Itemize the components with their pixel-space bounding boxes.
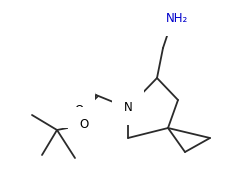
Text: O: O bbox=[74, 103, 84, 117]
Text: N: N bbox=[124, 100, 132, 114]
Text: NH₂: NH₂ bbox=[166, 11, 188, 24]
Text: O: O bbox=[79, 119, 89, 132]
